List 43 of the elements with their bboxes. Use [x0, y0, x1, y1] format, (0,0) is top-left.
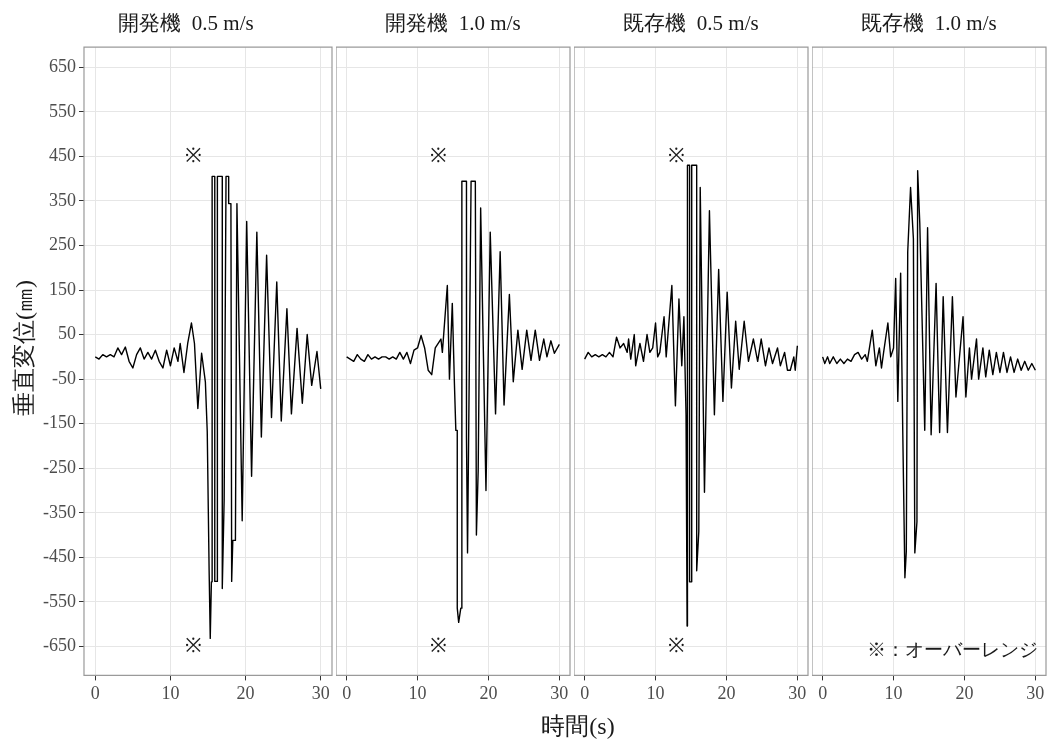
chart-title: 既存機 0.5 m/s [623, 11, 759, 36]
y-tick-label: -50 [51, 367, 76, 388]
x-tick-label: 20 [479, 682, 498, 703]
y-tick-label: 250 [48, 234, 76, 255]
x-tick-label: 0 [580, 682, 590, 703]
x-tick-label: 30 [1026, 682, 1045, 703]
y-tick-label: 150 [48, 278, 76, 299]
annotation: ※：オーバーレンジ [867, 639, 1038, 661]
x-tick-label: 0 [818, 682, 828, 703]
chart-title: 開発機 0.5 m/s [118, 11, 254, 36]
x-tick-label: 20 [236, 682, 255, 703]
y-tick-label: 550 [48, 100, 76, 121]
y-tick-label: -350 [42, 501, 76, 522]
x-tick-label: 30 [311, 682, 330, 703]
y-tick-label: -550 [42, 590, 76, 611]
y-tick-label: -450 [42, 546, 76, 567]
y-tick-label: -250 [42, 456, 76, 477]
x-tick-label: 20 [717, 682, 736, 703]
x-axis-title: 時間(s) [540, 712, 616, 741]
x-tick-label: 10 [408, 682, 427, 703]
x-tick-label: 30 [550, 682, 569, 703]
x-tick-label: 10 [884, 682, 903, 703]
y-tick-label: 650 [48, 55, 76, 76]
x-tick-label: 0 [342, 682, 352, 703]
y-tick-label: -650 [42, 635, 76, 656]
x-tick-label: 30 [788, 682, 807, 703]
y-tick-label: -150 [42, 412, 76, 433]
y-tick-label: 350 [48, 189, 76, 210]
y-axis-title: 垂直変位(㎜) [10, 280, 38, 416]
chart-title: 既存機 1.0 m/s [861, 11, 997, 36]
annotation: ※ [430, 143, 448, 166]
annotation: ※ [668, 143, 686, 166]
annotation: ※ [668, 633, 686, 656]
x-tick-label: 10 [161, 682, 180, 703]
x-tick-label: 10 [646, 682, 665, 703]
annotation: ※ [430, 633, 448, 656]
chart-title: 開発機 1.0 m/s [385, 11, 521, 36]
x-tick-label: 20 [955, 682, 974, 703]
x-tick-label: 0 [90, 682, 100, 703]
y-tick-label: 450 [48, 145, 76, 166]
y-tick-label: 50 [57, 323, 76, 344]
annotation: ※ [184, 633, 202, 656]
annotation: ※ [184, 143, 202, 166]
